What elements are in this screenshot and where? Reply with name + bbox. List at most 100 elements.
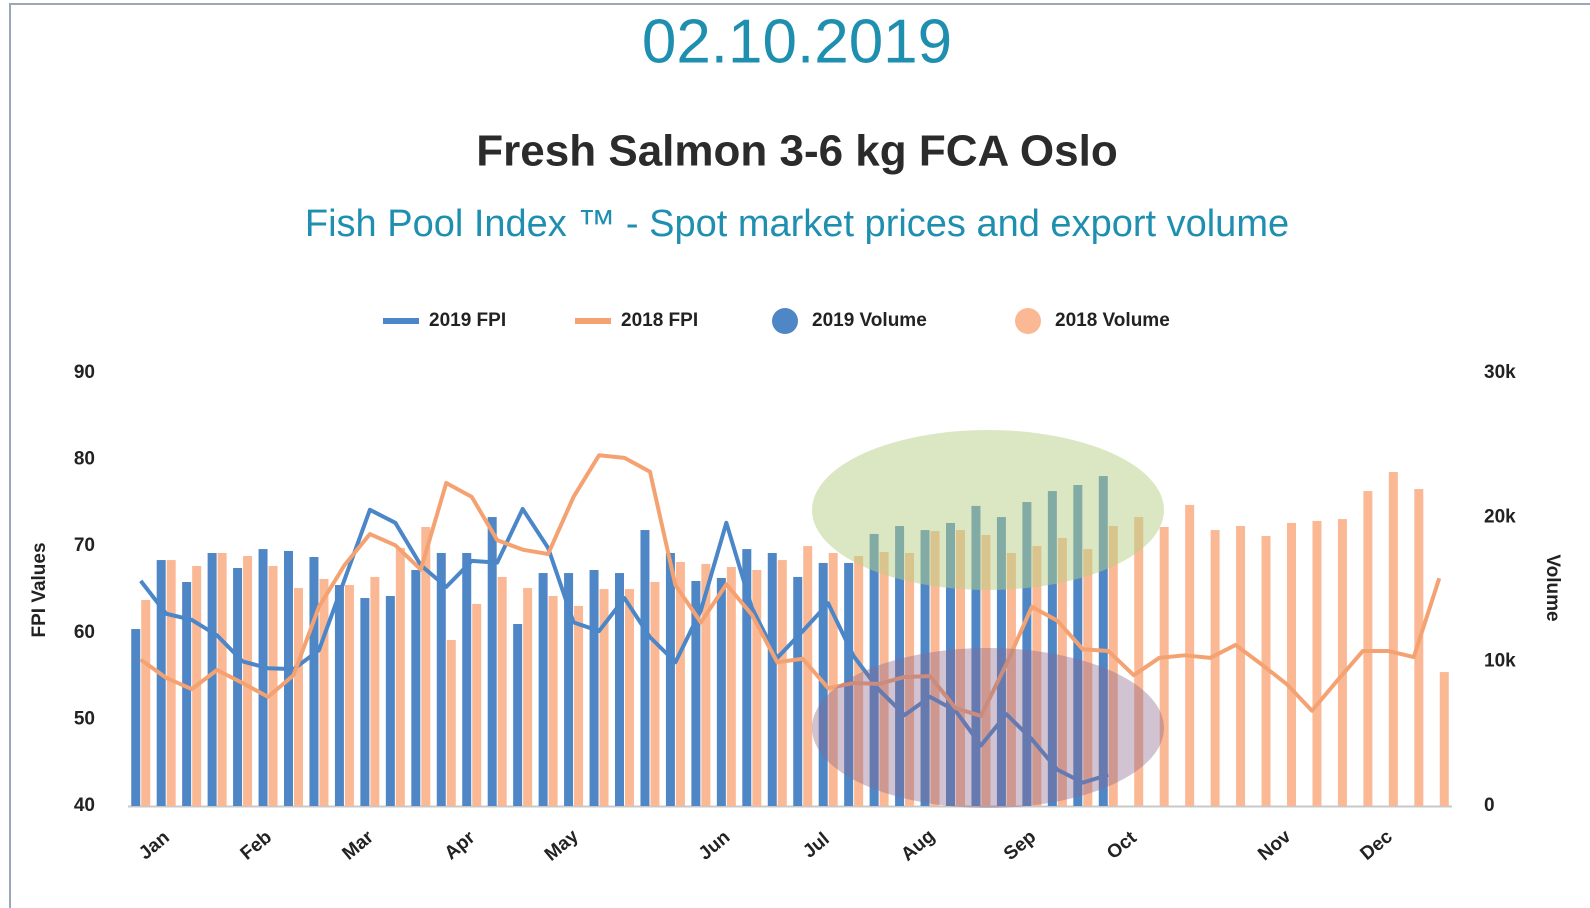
bar — [344, 585, 354, 806]
y2-tick-label: 10k — [1484, 651, 1516, 672]
y2-tick-label: 30k — [1484, 362, 1516, 383]
legend-label: 2018 FPI — [621, 310, 698, 331]
bar — [996, 517, 1006, 806]
date-header: 02.10.2019 — [642, 7, 952, 76]
y2-tick-label: 0 — [1484, 795, 1495, 816]
x-tick-label: Jun — [695, 827, 734, 865]
legend-swatch — [575, 318, 611, 324]
legend-swatch — [1015, 308, 1041, 334]
legend-label: 2018 Volume — [1055, 310, 1170, 331]
bar — [360, 598, 370, 806]
bar — [650, 581, 660, 806]
bar — [1159, 527, 1169, 806]
bar — [1439, 672, 1449, 806]
bar — [411, 570, 421, 806]
x-tick-label: Oct — [1103, 827, 1141, 864]
x-tick-label: Jul — [799, 829, 834, 863]
bar — [767, 552, 777, 806]
bar — [1236, 525, 1246, 806]
legend-swatch — [383, 318, 419, 324]
bar — [523, 588, 533, 806]
bar — [803, 546, 813, 806]
bar — [920, 530, 930, 806]
bar — [691, 580, 701, 806]
bar — [1388, 472, 1398, 806]
x-tick-label: Sep — [1000, 826, 1040, 864]
bar — [1261, 535, 1271, 806]
bar — [930, 531, 940, 806]
line — [139, 506, 1109, 785]
bar — [615, 573, 624, 806]
plot-area: 40 50 60 70 80 90 0 10k 20k 30k Jan Feb Mar Apr May Jun… — [74, 362, 1516, 866]
x-tick-label: Nov — [1254, 826, 1295, 865]
y-tick-label: 90 — [74, 362, 95, 383]
bar — [1083, 549, 1093, 806]
bar — [777, 560, 787, 806]
bar — [701, 563, 711, 806]
bar — [131, 629, 141, 806]
bar — [436, 552, 446, 806]
bar — [879, 551, 889, 806]
bar — [1057, 537, 1067, 806]
bar — [1134, 517, 1144, 806]
bar — [956, 530, 965, 806]
bar — [385, 595, 395, 806]
bar — [258, 549, 268, 806]
x-tick-label: Jan — [135, 827, 174, 864]
y2-axis-label: Volume — [1542, 554, 1563, 621]
bar — [421, 527, 431, 806]
bar — [574, 605, 584, 806]
bar — [1098, 476, 1108, 806]
bar — [971, 505, 981, 806]
bar — [513, 623, 523, 806]
chart-title: Fresh Salmon 3-6 kg FCA Oslo — [476, 127, 1117, 176]
x-tick-label: Feb — [237, 827, 276, 865]
bar — [166, 560, 176, 806]
bar — [895, 525, 905, 806]
bar — [1032, 546, 1042, 806]
bar — [716, 577, 726, 806]
bar — [334, 585, 344, 806]
x-tick-label: Aug — [897, 826, 939, 866]
bar — [1363, 491, 1373, 806]
legend-label: 2019 FPI — [429, 310, 506, 331]
bar — [370, 576, 380, 806]
highlight-ellipse — [812, 430, 1164, 590]
bar — [309, 557, 319, 806]
x-tick-label: Mar — [338, 826, 378, 864]
bar — [233, 567, 243, 806]
chart-subtitle: Fish Pool Index ™ - Spot market prices a… — [305, 203, 1289, 245]
bar — [156, 560, 166, 806]
legend-swatch — [772, 308, 798, 334]
bar — [1108, 525, 1118, 806]
bar — [675, 561, 685, 806]
bar — [1337, 519, 1347, 806]
bar — [319, 578, 329, 806]
line — [139, 453, 1442, 718]
y-tick-label: 50 — [74, 708, 95, 729]
y-tick-label: 80 — [74, 449, 95, 470]
bar — [905, 552, 915, 806]
bar — [207, 552, 217, 806]
bar — [869, 533, 879, 806]
bar — [599, 589, 609, 806]
bar — [665, 552, 675, 806]
bar — [217, 552, 227, 806]
bar — [1006, 552, 1016, 806]
bar — [564, 573, 574, 806]
x-tick-label: Apr — [441, 827, 480, 865]
bar — [548, 595, 558, 806]
legend-label: 2019 Volume — [812, 310, 927, 331]
highlight-ellipse — [812, 648, 1164, 808]
bar — [497, 576, 507, 806]
x-tick-label: May — [541, 825, 583, 865]
bar — [793, 576, 803, 806]
bar — [538, 573, 548, 806]
bar — [243, 556, 253, 806]
bar — [294, 588, 303, 806]
y-tick-label: 70 — [74, 535, 95, 556]
bar — [1047, 491, 1057, 806]
bar — [625, 589, 634, 806]
bar — [742, 549, 752, 806]
